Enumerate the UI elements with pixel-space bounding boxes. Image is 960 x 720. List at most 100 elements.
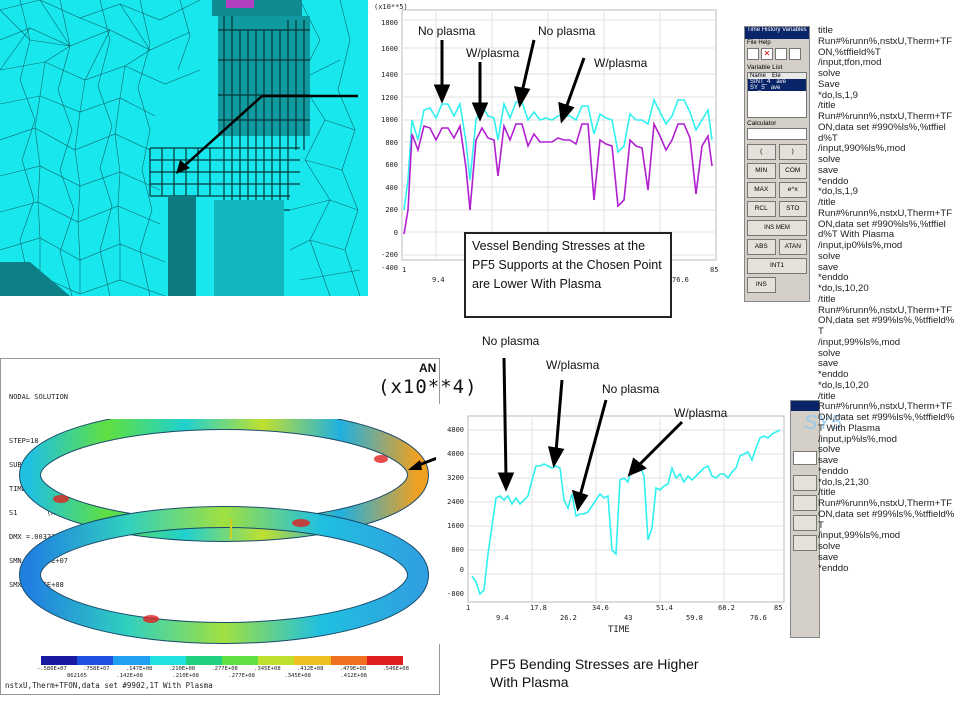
ansys-model-title: nstxU,Therm+TFON,data set #9902,1T With … — [5, 681, 213, 690]
top-y-tick: -200 — [381, 251, 398, 259]
calc-key[interactable]: INT1 — [747, 258, 807, 274]
bottom-x-tick: 43 — [624, 614, 632, 622]
column-name: Name — [750, 73, 767, 79]
bottom-y-tick: 0 — [460, 566, 464, 574]
bottom-y-tick: 4800 — [447, 426, 464, 434]
calc-key[interactable]: MAX — [747, 182, 776, 198]
bottom-y-tick: 1600 — [447, 522, 464, 530]
bottom-x-tick: 59.8 — [686, 614, 703, 622]
contour-legend — [41, 656, 404, 665]
top-x-tick: 76.6 — [672, 276, 689, 284]
bottom-y-tick: 3200 — [447, 474, 464, 482]
legend-labels-top: -.586E+07 .758E+07 .147E+08 .210E+08 .27… — [37, 666, 409, 672]
panel-button[interactable] — [793, 495, 817, 511]
column-element: Ele — [772, 73, 781, 79]
top-callout-box: Vessel Bending Stresses at the PF5 Suppo… — [464, 232, 672, 318]
ansys-header-line: DMX =.003236 — [9, 533, 60, 541]
calc-key[interactable]: INS MEM — [747, 220, 807, 236]
panel-titlebar — [791, 401, 819, 411]
legend-label: .147E+08 — [125, 666, 153, 672]
fem-mesh-view — [0, 0, 368, 296]
annotation-with-plasma: W/plasma — [594, 56, 648, 70]
panel-button[interactable] — [793, 475, 817, 491]
legend-swatch — [366, 656, 404, 665]
bottom-x-tick: 51.4 — [656, 604, 673, 612]
legend-label: .758E+07 — [83, 666, 110, 672]
bottom-x-tick: 68.2 — [718, 604, 735, 612]
annotation-no-plasma: No plasma — [482, 334, 540, 348]
top-y-tick: 800 — [385, 139, 398, 147]
graph-icon[interactable] — [775, 48, 787, 60]
calc-key[interactable]: COM — [778, 163, 807, 179]
legend-label: .142E+08 — [116, 673, 143, 679]
bottom-series — [471, 429, 781, 596]
apdl-script-text: title Run#%runn%,nstxU,Therm+TFON,%tffie… — [818, 25, 955, 574]
calc-key[interactable]: ABS — [747, 239, 776, 255]
menu-file[interactable]: File — [747, 40, 757, 46]
calc-key[interactable]: STO — [778, 201, 807, 217]
legend-labels-bottom: 862165 .142E+08 .210E+08 .277E+08 .345E+… — [67, 673, 367, 679]
legend-swatch — [113, 656, 150, 665]
ansys-nodal-solution-view: AN NODAL SOLUTION STEP=18 SUB =1 TIME=18… — [0, 358, 440, 695]
calc-key[interactable]: RCL — [747, 201, 776, 217]
calc-key[interactable]: ATAN — [778, 239, 807, 255]
legend-label: .479E+08 — [339, 666, 367, 672]
annotation-no-plasma: No plasma — [418, 24, 476, 38]
legend-label: -.586E+07 — [37, 666, 67, 672]
top-series-with-plasma — [403, 121, 713, 235]
panel-field[interactable] — [793, 451, 817, 465]
calculator-label: Calculator — [747, 120, 777, 127]
toolbar: ✕ — [747, 48, 807, 62]
variable-row[interactable]: SY_5 ave — [748, 85, 806, 91]
add-icon[interactable] — [747, 48, 759, 60]
legend-swatch — [222, 656, 259, 665]
variable-row[interactable]: SINT_4 ave — [748, 79, 806, 85]
calc-key[interactable]: ) — [778, 144, 807, 160]
bottom-x-tick: 17.8 — [530, 604, 547, 612]
list-icon[interactable] — [789, 48, 801, 60]
time-history-titlebar: Time History Variables — [745, 27, 809, 39]
calculator-display[interactable] — [747, 128, 807, 140]
time-history-panel: Time History Variables File Help ✕ Varia… — [744, 26, 810, 302]
top-y-tick: 400 — [385, 184, 398, 192]
legend-swatch — [330, 656, 367, 665]
calc-key[interactable]: e^x — [778, 182, 807, 198]
menu-help[interactable]: Help — [758, 40, 771, 46]
bottom-chart-multiplier: (x10**4) — [378, 376, 478, 398]
top-y-tick: 1800 — [381, 19, 398, 27]
panel-button[interactable] — [793, 515, 817, 531]
variable-name: SINT_4 — [750, 79, 771, 85]
time-history-panel-lower — [790, 400, 820, 638]
bottom-x-tick: 34.6 — [592, 604, 609, 612]
top-x-tick: 85 — [710, 266, 718, 274]
top-y-tick: -400 — [381, 264, 398, 272]
legend-swatch — [258, 656, 295, 665]
annotation-with-plasma: W/plasma — [546, 358, 600, 372]
bottom-stress-chart: 4800 4000 3200 2400 1600 800 0 -800 1 17… — [436, 404, 786, 644]
bottom-y-tick: 4000 — [447, 450, 464, 458]
bottom-y-tick: 800 — [451, 546, 464, 554]
legend-label: .345E+08 — [254, 666, 281, 672]
legend-swatch — [294, 656, 331, 665]
legend-label: .412E+08 — [296, 666, 324, 672]
legend-label: 862165 — [67, 673, 87, 679]
calc-key[interactable]: INS — [747, 277, 776, 293]
calc-key[interactable]: ( — [747, 144, 776, 160]
legend-label: .412E+08 — [340, 673, 367, 679]
top-y-tick: 200 — [385, 206, 398, 214]
legend-swatch — [77, 656, 114, 665]
delete-icon[interactable]: ✕ — [761, 48, 773, 60]
legend-label: .277E+08 — [211, 666, 238, 672]
time-history-menu: File Help — [745, 39, 809, 47]
ansys-logo: AN — [419, 361, 437, 375]
top-arrows — [433, 39, 586, 124]
top-y-tick: 0 — [394, 229, 398, 237]
sy5-watermark: SY5 — [804, 412, 842, 434]
bottom-arrows — [497, 357, 684, 512]
top-x-tick: 1 — [402, 266, 406, 274]
calc-key[interactable]: MIN — [747, 163, 776, 179]
top-y-tick: 600 — [385, 161, 398, 169]
panel-button[interactable] — [793, 535, 817, 551]
legend-label: .546E+08 — [382, 666, 409, 672]
bottom-y-tick: 2400 — [447, 498, 464, 506]
